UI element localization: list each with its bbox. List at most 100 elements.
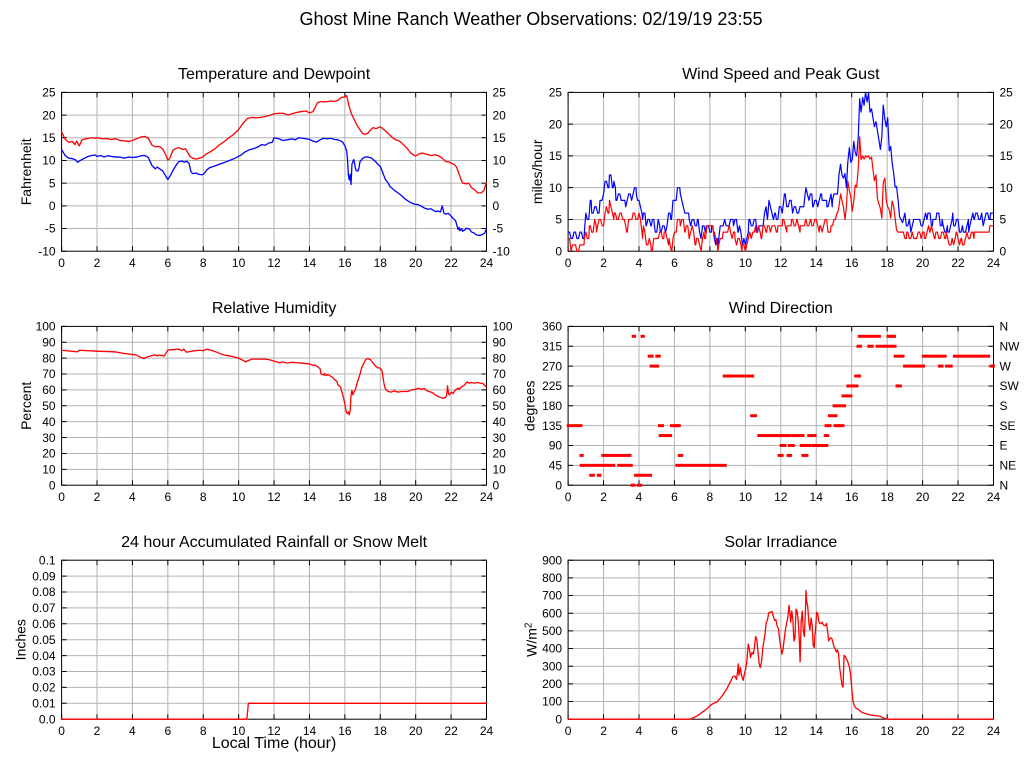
- svg-text:0.03: 0.03: [32, 665, 56, 679]
- svg-text:W/m2: W/m2: [523, 622, 540, 657]
- svg-text:90: 90: [493, 336, 507, 350]
- svg-text:0.0: 0.0: [39, 712, 56, 726]
- svg-text:-5: -5: [493, 222, 504, 236]
- svg-text:0.07: 0.07: [32, 601, 56, 615]
- svg-text:400: 400: [542, 642, 562, 656]
- svg-text:4: 4: [636, 724, 643, 738]
- svg-text:25: 25: [493, 86, 507, 100]
- svg-text:0: 0: [565, 724, 572, 738]
- svg-text:4: 4: [129, 724, 136, 738]
- svg-text:10: 10: [549, 181, 563, 195]
- svg-text:22: 22: [951, 490, 965, 504]
- svg-text:24: 24: [480, 256, 494, 270]
- svg-text:Wind Speed and Peak Gust: Wind Speed and Peak Gust: [682, 66, 880, 83]
- svg-text:16: 16: [845, 724, 859, 738]
- svg-text:Solar Irradiance: Solar Irradiance: [724, 534, 837, 551]
- svg-text:Ghost Mine Ranch Weather Obser: Ghost Mine Ranch Weather Observations: 0…: [300, 9, 763, 29]
- svg-text:50: 50: [42, 399, 56, 413]
- svg-text:24: 24: [987, 256, 1001, 270]
- svg-text:14: 14: [810, 490, 824, 504]
- svg-text:100: 100: [542, 695, 562, 709]
- svg-text:8: 8: [200, 256, 207, 270]
- svg-text:30: 30: [493, 431, 507, 445]
- svg-text:18: 18: [881, 724, 895, 738]
- svg-text:800: 800: [542, 571, 562, 585]
- svg-text:E: E: [1000, 439, 1008, 453]
- svg-text:18: 18: [374, 724, 388, 738]
- svg-text:360: 360: [542, 320, 562, 334]
- svg-text:0.04: 0.04: [32, 649, 56, 663]
- svg-text:4: 4: [636, 256, 643, 270]
- svg-text:22: 22: [444, 256, 458, 270]
- svg-text:22: 22: [951, 256, 965, 270]
- svg-text:24: 24: [480, 724, 494, 738]
- svg-text:25: 25: [42, 86, 56, 100]
- svg-text:20: 20: [409, 724, 423, 738]
- svg-text:15: 15: [549, 149, 563, 163]
- svg-text:180: 180: [542, 399, 562, 413]
- svg-text:8: 8: [707, 490, 714, 504]
- svg-text:2: 2: [94, 490, 101, 504]
- svg-text:0.09: 0.09: [32, 569, 56, 583]
- svg-text:SW: SW: [1000, 379, 1020, 393]
- svg-text:16: 16: [845, 490, 859, 504]
- svg-text:20: 20: [916, 490, 930, 504]
- svg-text:18: 18: [374, 490, 388, 504]
- svg-text:18: 18: [374, 256, 388, 270]
- svg-text:15: 15: [42, 131, 56, 145]
- svg-text:70: 70: [493, 367, 507, 381]
- svg-text:0: 0: [49, 199, 56, 213]
- svg-text:300: 300: [542, 659, 562, 673]
- svg-text:600: 600: [542, 606, 562, 620]
- svg-text:12: 12: [774, 724, 788, 738]
- svg-text:0: 0: [565, 490, 572, 504]
- svg-text:20: 20: [916, 724, 930, 738]
- svg-text:14: 14: [303, 256, 317, 270]
- svg-text:270: 270: [542, 359, 562, 373]
- svg-text:SE: SE: [1000, 419, 1016, 433]
- svg-text:40: 40: [42, 415, 56, 429]
- svg-text:20: 20: [409, 256, 423, 270]
- svg-text:500: 500: [542, 624, 562, 638]
- svg-text:30: 30: [42, 431, 56, 445]
- svg-text:15: 15: [1000, 149, 1014, 163]
- svg-text:5: 5: [49, 176, 56, 190]
- svg-text:20: 20: [549, 117, 563, 131]
- svg-text:0.1: 0.1: [39, 553, 56, 567]
- svg-text:200: 200: [542, 677, 562, 691]
- svg-text:0.05: 0.05: [32, 633, 56, 647]
- svg-text:0: 0: [49, 478, 56, 492]
- svg-text:90: 90: [42, 336, 56, 350]
- svg-text:80: 80: [42, 351, 56, 365]
- svg-text:60: 60: [493, 383, 507, 397]
- svg-text:6: 6: [671, 490, 678, 504]
- svg-text:Relative Humidity: Relative Humidity: [212, 300, 336, 317]
- svg-text:10: 10: [1000, 181, 1014, 195]
- svg-text:16: 16: [338, 490, 352, 504]
- svg-text:20: 20: [916, 256, 930, 270]
- svg-text:20: 20: [42, 108, 56, 122]
- svg-text:22: 22: [444, 724, 458, 738]
- svg-text:NE: NE: [1000, 459, 1017, 473]
- svg-text:10: 10: [493, 154, 507, 168]
- svg-text:0: 0: [58, 724, 65, 738]
- svg-text:Wind Direction: Wind Direction: [729, 300, 833, 317]
- svg-text:2: 2: [94, 724, 101, 738]
- svg-text:Temperature and Dewpoint: Temperature and Dewpoint: [178, 66, 371, 83]
- svg-text:10: 10: [739, 490, 753, 504]
- svg-text:Inches: Inches: [13, 619, 29, 660]
- svg-text:0.06: 0.06: [32, 617, 56, 631]
- svg-text:-10: -10: [493, 244, 511, 258]
- svg-text:2: 2: [600, 490, 607, 504]
- svg-text:0: 0: [58, 490, 65, 504]
- svg-text:25: 25: [1000, 86, 1014, 100]
- svg-text:8: 8: [200, 724, 207, 738]
- svg-text:20: 20: [409, 490, 423, 504]
- svg-text:2: 2: [600, 256, 607, 270]
- svg-text:18: 18: [881, 490, 895, 504]
- svg-text:10: 10: [232, 724, 246, 738]
- svg-text:700: 700: [542, 589, 562, 603]
- svg-text:2: 2: [600, 724, 607, 738]
- svg-text:225: 225: [542, 379, 562, 393]
- svg-text:degrees: degrees: [522, 381, 538, 432]
